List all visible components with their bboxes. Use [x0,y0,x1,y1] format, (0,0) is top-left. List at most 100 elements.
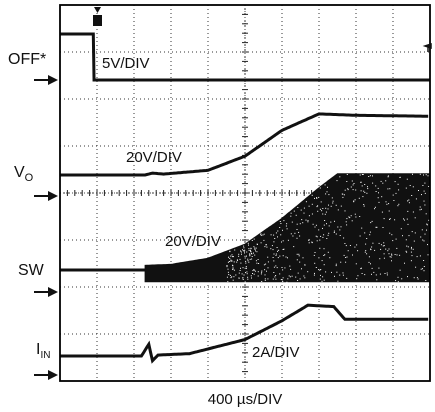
trace-sw-speckle [266,270,267,272]
trace-sw-speckle [383,218,385,220]
trace-sw-speckle [346,181,348,182]
trace-sw-speckle [372,242,374,244]
trace-sw-speckle [372,175,373,177]
trace-sw-speckle [238,253,240,255]
trace-sw-speckle [377,197,379,199]
trace-sw-speckle [261,270,263,272]
trace-sw-speckle [380,180,382,182]
trace-sw-speckle [240,250,241,252]
trace-sw-speckle [246,267,247,269]
trace-sw-speckle [369,234,371,236]
trace-sw-speckle [322,236,324,238]
trace-sw-speckle [406,218,408,220]
trace-sw-speckle [296,229,298,230]
trace-sw-speckle [307,271,309,273]
trace-sw-speckle [394,219,396,221]
trace-sw-speckle [267,256,269,258]
trace-sw-speckle [409,185,411,186]
trace-sw-speckle [383,257,385,259]
trace-sw-speckle [286,223,288,225]
trace-sw-speckle [250,250,251,252]
trace-sw-speckle [392,240,394,242]
trace-sw-speckle [335,263,337,265]
trace-sw-speckle [231,254,233,256]
trace-sw-speckle [408,202,410,204]
trace-sw-speckle [244,281,246,283]
trace-sw-speckle [406,178,408,180]
trace-sw-speckle [399,177,401,178]
trace-sw-speckle [319,187,321,189]
trace-sw-speckle [316,236,318,238]
trace-sw-speckle [322,208,324,209]
trace-sw-speckle [424,204,426,206]
trace-sw-speckle [328,232,330,234]
trace-sw-speckle [274,238,276,239]
trace-sw-speckle [339,229,341,231]
trace-sw-speckle [284,267,286,269]
trace-sw-speckle [277,230,279,232]
trace-sw-speckle [251,256,253,257]
trace-sw-speckle [411,255,413,257]
trace-sw-speckle [367,188,369,190]
trace-sw-speckle [346,277,348,279]
trace-sw-speckle [388,253,390,255]
trace-sw-speckle [273,241,275,243]
trace-sw-speckle [420,208,422,210]
trace-sw-speckle [370,263,371,265]
trace-sw-speckle [249,255,251,257]
trace-sw-speckle [321,260,323,262]
trace-sw-speckle [303,207,305,209]
trace-sw-speckle [337,280,339,282]
trace-sw-speckle [411,246,412,248]
trace-sw-speckle [375,191,377,192]
trace-sw-speckle [388,210,390,212]
trace-sw-speckle [399,254,401,256]
trace-sw-speckle [311,203,313,205]
trace-sw-speckle [377,187,379,189]
trace-sw-speckle [362,174,364,175]
trace-sw-speckle [245,266,247,268]
trace-sw-speckle [328,194,330,196]
trace-sw-speckle [281,241,282,243]
trace-sw-speckle [280,234,282,236]
trace-sw-speckle [299,278,301,280]
trace-sw-speckle [229,274,231,276]
trace-sw-speckle [360,267,362,269]
trace-sw-speckle [242,277,244,279]
trace-sw-speckle [342,272,344,274]
trace-sw-speckle [345,261,347,263]
trace-sw-speckle [337,226,339,228]
trace-sw-speckle [245,272,246,274]
trace-sw-speckle [240,267,241,269]
trace-sw-speckle [347,189,349,191]
trace-sw-speckle [364,184,366,185]
trace-sw-speckle [401,278,403,280]
trace-sw-speckle [267,278,269,280]
trace-sw-speckle [404,219,405,221]
trace-sw-speckle [371,220,373,222]
trace-sw-speckle [373,271,375,273]
trace-sw-speckle [399,269,401,271]
trace-sw-speckle [238,277,240,279]
trace-sw-speckle [403,218,404,220]
trace-sw-speckle [250,275,252,277]
trace-sw-speckle [301,268,302,270]
trace-sw-speckle [321,210,323,212]
trace-sw-speckle [326,238,328,239]
trace-sw-speckle [327,208,329,210]
trace-sw-speckle [234,249,236,251]
trace-sw-speckle [425,280,427,281]
trace-sw-speckle [319,239,321,241]
trace-sw-speckle [267,267,269,269]
trace-sw-speckle [396,254,398,256]
channel-label-sw: SW [18,262,45,279]
trace-sw-speckle [296,259,298,261]
trace-sw-speckle [395,280,397,282]
trace-sw-speckle [360,190,362,192]
trace-sw-speckle [267,261,269,263]
trace-sw-speckle [290,268,292,270]
trace-sw-speckle [264,269,266,271]
trace-sw-speckle [265,244,267,246]
trace-sw-speckle [260,234,262,236]
trace-sw-speckle [389,256,391,258]
